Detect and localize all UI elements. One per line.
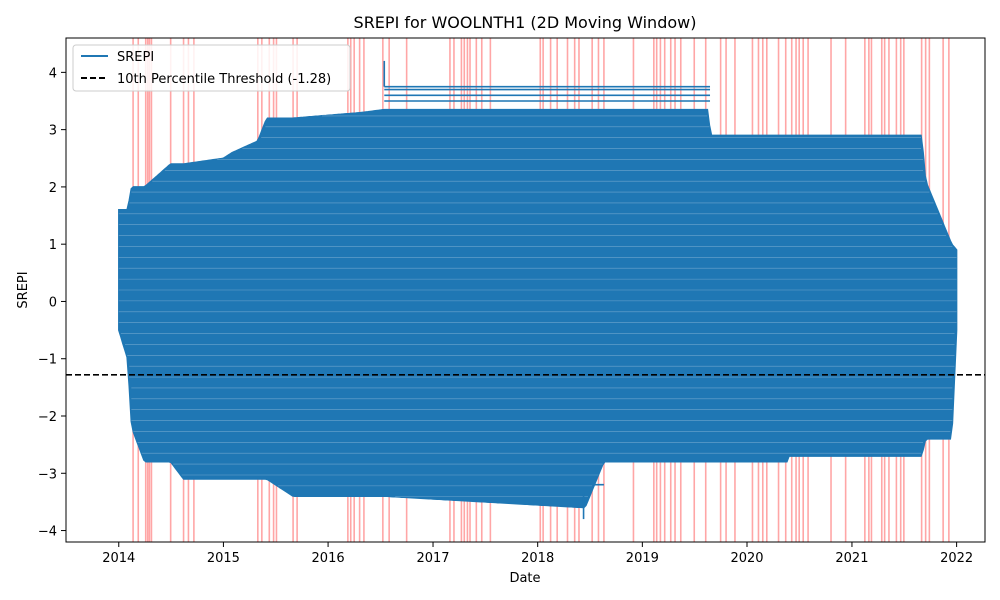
x-tick-label: 2019 bbox=[626, 551, 659, 566]
y-tick-label: −2 bbox=[38, 410, 57, 425]
x-tick-label: 2017 bbox=[416, 551, 449, 566]
y-axis: −4 −3 −2 −1 0 1 2 3 4 bbox=[38, 66, 66, 540]
legend-label-srepi: SREPI bbox=[117, 50, 154, 65]
srepi-trace-lines bbox=[118, 115, 957, 498]
x-tick-label: 2018 bbox=[521, 551, 554, 566]
y-tick-label: −4 bbox=[38, 525, 57, 540]
y-tick-label: 0 bbox=[49, 295, 57, 310]
y-tick-label: 2 bbox=[49, 181, 57, 196]
y-axis-label: SREPI bbox=[16, 271, 31, 308]
x-tick-label: 2014 bbox=[102, 551, 135, 566]
x-axis: 2014 2015 2016 2017 2018 2019 2020 2021 2022 bbox=[102, 542, 973, 566]
x-tick-label: 2015 bbox=[207, 551, 240, 566]
x-tick-label: 2016 bbox=[312, 551, 345, 566]
y-tick-label: 1 bbox=[49, 238, 57, 253]
plot-area bbox=[66, 38, 985, 542]
plot-frame bbox=[65, 37, 986, 543]
legend-label-threshold: 10th Percentile Threshold (-1.28) bbox=[117, 72, 331, 87]
x-tick-label: 2020 bbox=[730, 551, 763, 566]
y-tick-label: 3 bbox=[49, 124, 57, 139]
x-tick-label: 2022 bbox=[940, 551, 973, 566]
legend-box bbox=[72, 44, 351, 92]
y-tick-label: −3 bbox=[38, 467, 57, 482]
x-tick-label: 2021 bbox=[835, 551, 868, 566]
y-tick-label: −1 bbox=[38, 353, 57, 368]
x-axis-label: Date bbox=[509, 571, 540, 586]
chart-title: SREPI for WOOLNTH1 (2D Moving Window) bbox=[354, 13, 697, 32]
srepi-series bbox=[118, 108, 958, 509]
legend: SREPI 10th Percentile Threshold (-1.28) bbox=[72, 44, 351, 92]
y-tick-label: 4 bbox=[49, 66, 57, 81]
